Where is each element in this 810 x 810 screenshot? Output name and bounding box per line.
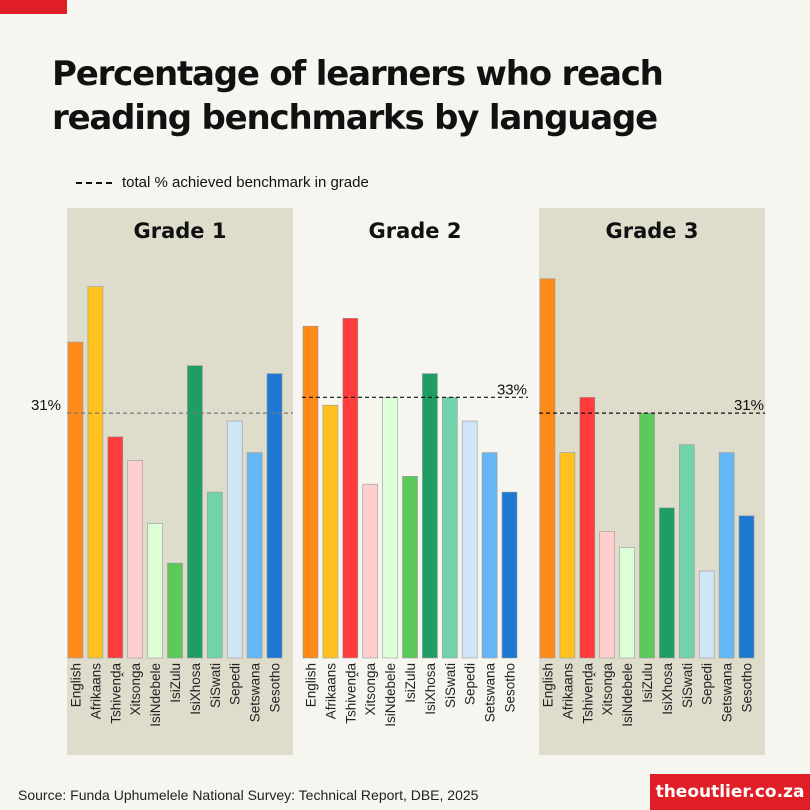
category-tick-label: Tshivenḓa: [108, 663, 123, 724]
category-tick-label: IsiZulu: [168, 663, 183, 703]
bar-sepedi: [698, 570, 715, 659]
bar-siswati: [678, 444, 695, 659]
category-tick-label: IsiZulu: [640, 663, 655, 703]
bar-isixhosa: [422, 373, 438, 659]
category-tick-label: IsiXhosa: [423, 663, 438, 715]
bar-isizulu: [167, 562, 183, 659]
category-tick-label: Afrikaans: [323, 663, 338, 720]
bar-setswana: [718, 452, 735, 659]
legend-dashed-line-icon: [76, 181, 112, 184]
bar-tshivena: [107, 436, 124, 659]
bar-isizulu: [639, 412, 655, 659]
panel-title: Grade 1: [134, 219, 227, 243]
bar-english: [67, 341, 84, 659]
category-tick-label: IsiZulu: [403, 663, 418, 703]
category-tick-label: Sesotho: [503, 663, 518, 713]
bar-isixhosa: [659, 507, 675, 659]
category-tick-label: Afrikaans: [560, 663, 575, 720]
category-tick-label: IsiXhosa: [660, 663, 675, 715]
category-tick-label: SiSwati: [208, 663, 223, 708]
category-tick-label: Sesotho: [740, 663, 755, 713]
category-tick-label: SiSwati: [680, 663, 695, 708]
category-tick-label: Setswana: [483, 663, 498, 723]
reference-label: 31%: [31, 397, 61, 414]
bar-setswana: [481, 452, 498, 659]
bar-english: [539, 278, 556, 659]
category-tick-label: Tshivenḓa: [343, 663, 358, 724]
bar-afrikaans: [559, 452, 576, 659]
category-tick-label: IsiNdebele: [148, 663, 163, 727]
bar-xitsonga: [127, 460, 143, 659]
panel-title: Grade 2: [369, 219, 462, 243]
bar-sepedi: [226, 420, 243, 659]
reference-label: 31%: [734, 397, 764, 414]
bar-isixhosa: [187, 365, 203, 659]
brand-logo[interactable]: theoutlier.co.za: [650, 774, 810, 810]
category-tick-label: English: [304, 663, 319, 707]
source-note: Source: Funda Uphumelele National Survey…: [18, 787, 479, 803]
category-tick-label: Xitsonga: [363, 663, 378, 716]
bar-siswati: [207, 491, 223, 659]
bar-afrikaans: [87, 286, 104, 659]
category-tick-label: English: [541, 663, 556, 707]
reference-label: 33%: [497, 381, 527, 398]
category-tick-label: Setswana: [720, 663, 735, 723]
title-line-2: reading benchmarks by language: [52, 98, 658, 138]
bar-isizulu: [402, 475, 418, 659]
category-tick-label: Afrikaans: [88, 663, 103, 720]
bar-sesotho: [266, 373, 283, 659]
bar-sesotho: [738, 515, 755, 659]
category-tick-label: Tshivenḓa: [580, 663, 595, 724]
bar-xitsonga: [599, 531, 616, 659]
category-tick-label: IsiNdebele: [383, 663, 398, 727]
bar-sepedi: [461, 420, 478, 659]
bar-english: [302, 325, 319, 659]
category-tick-label: Sepedi: [463, 663, 478, 705]
category-tick-label: English: [69, 663, 84, 707]
category-tick-label: Sepedi: [228, 663, 243, 705]
category-tick-label: Sesotho: [268, 663, 283, 713]
bar-tshivena: [579, 396, 596, 659]
bar-tshivena: [342, 317, 359, 659]
bar-setswana: [246, 452, 263, 659]
bar-sesotho: [501, 491, 518, 659]
category-tick-label: Xitsonga: [128, 663, 143, 716]
top-accent-bar: [0, 0, 67, 14]
legend-label: total % achieved benchmark in grade: [122, 174, 369, 191]
bar-afrikaans: [322, 404, 339, 659]
bar-xitsonga: [362, 483, 379, 659]
bar-siswati: [441, 396, 458, 659]
panel-title: Grade 3: [606, 219, 699, 243]
page-title: Percentage of learners who reach reading…: [52, 52, 752, 140]
bar-isindebele: [147, 523, 163, 659]
bar-isindebele: [619, 547, 635, 659]
legend: total % achieved benchmark in grade: [76, 174, 369, 191]
category-tick-label: Setswana: [248, 663, 263, 723]
category-tick-label: IsiNdebele: [620, 663, 635, 727]
category-tick-label: IsiXhosa: [188, 663, 203, 715]
category-tick-label: SiSwati: [443, 663, 458, 708]
bar-isindebele: [382, 396, 398, 659]
title-line-1: Percentage of learners who reach: [52, 54, 664, 94]
category-tick-label: Xitsonga: [600, 663, 615, 716]
category-tick-label: Sepedi: [700, 663, 715, 705]
